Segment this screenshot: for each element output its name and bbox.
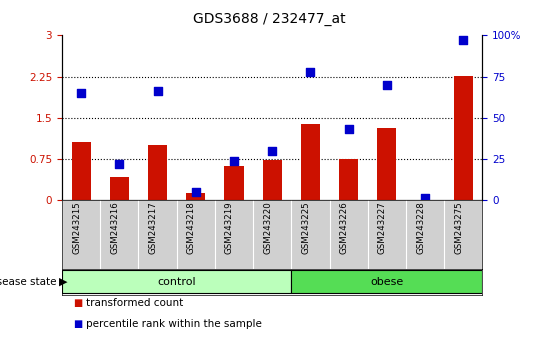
Point <box>153 88 162 94</box>
Text: GSM243220: GSM243220 <box>263 201 272 254</box>
Text: GSM243219: GSM243219 <box>225 201 234 254</box>
Text: GSM243215: GSM243215 <box>72 201 81 254</box>
Text: ■: ■ <box>73 298 82 308</box>
Point <box>306 69 315 74</box>
Point <box>383 82 391 88</box>
Bar <box>224 166 244 200</box>
Text: disease state: disease state <box>0 277 57 287</box>
Text: GDS3688 / 232477_at: GDS3688 / 232477_at <box>193 12 346 27</box>
Bar <box>454 76 473 200</box>
Text: ▶: ▶ <box>59 277 68 287</box>
Bar <box>72 142 91 200</box>
Bar <box>148 145 167 200</box>
Text: obese: obese <box>370 277 404 287</box>
Text: control: control <box>157 277 196 287</box>
Text: transformed count: transformed count <box>86 298 183 308</box>
Text: GSM243228: GSM243228 <box>416 201 425 254</box>
Point <box>459 38 468 43</box>
Point <box>268 148 277 154</box>
Point <box>77 90 85 96</box>
Bar <box>301 124 320 200</box>
Text: GSM243227: GSM243227 <box>378 201 387 254</box>
Point <box>115 161 123 167</box>
Bar <box>110 177 129 200</box>
Text: GSM243217: GSM243217 <box>149 201 157 254</box>
Bar <box>377 127 396 200</box>
Text: GSM243216: GSM243216 <box>110 201 119 254</box>
Point <box>230 158 238 163</box>
Text: GSM243275: GSM243275 <box>454 201 464 254</box>
Text: GSM243226: GSM243226 <box>340 201 349 254</box>
Bar <box>291 270 482 293</box>
Bar <box>62 270 291 293</box>
Text: ■: ■ <box>73 319 82 329</box>
Bar <box>339 159 358 200</box>
Text: GSM243225: GSM243225 <box>301 201 310 254</box>
Bar <box>262 160 282 200</box>
Bar <box>186 193 205 200</box>
Point <box>421 195 430 201</box>
Point <box>344 126 353 132</box>
Text: GSM243218: GSM243218 <box>186 201 196 254</box>
Point <box>191 189 200 195</box>
Text: percentile rank within the sample: percentile rank within the sample <box>86 319 262 329</box>
